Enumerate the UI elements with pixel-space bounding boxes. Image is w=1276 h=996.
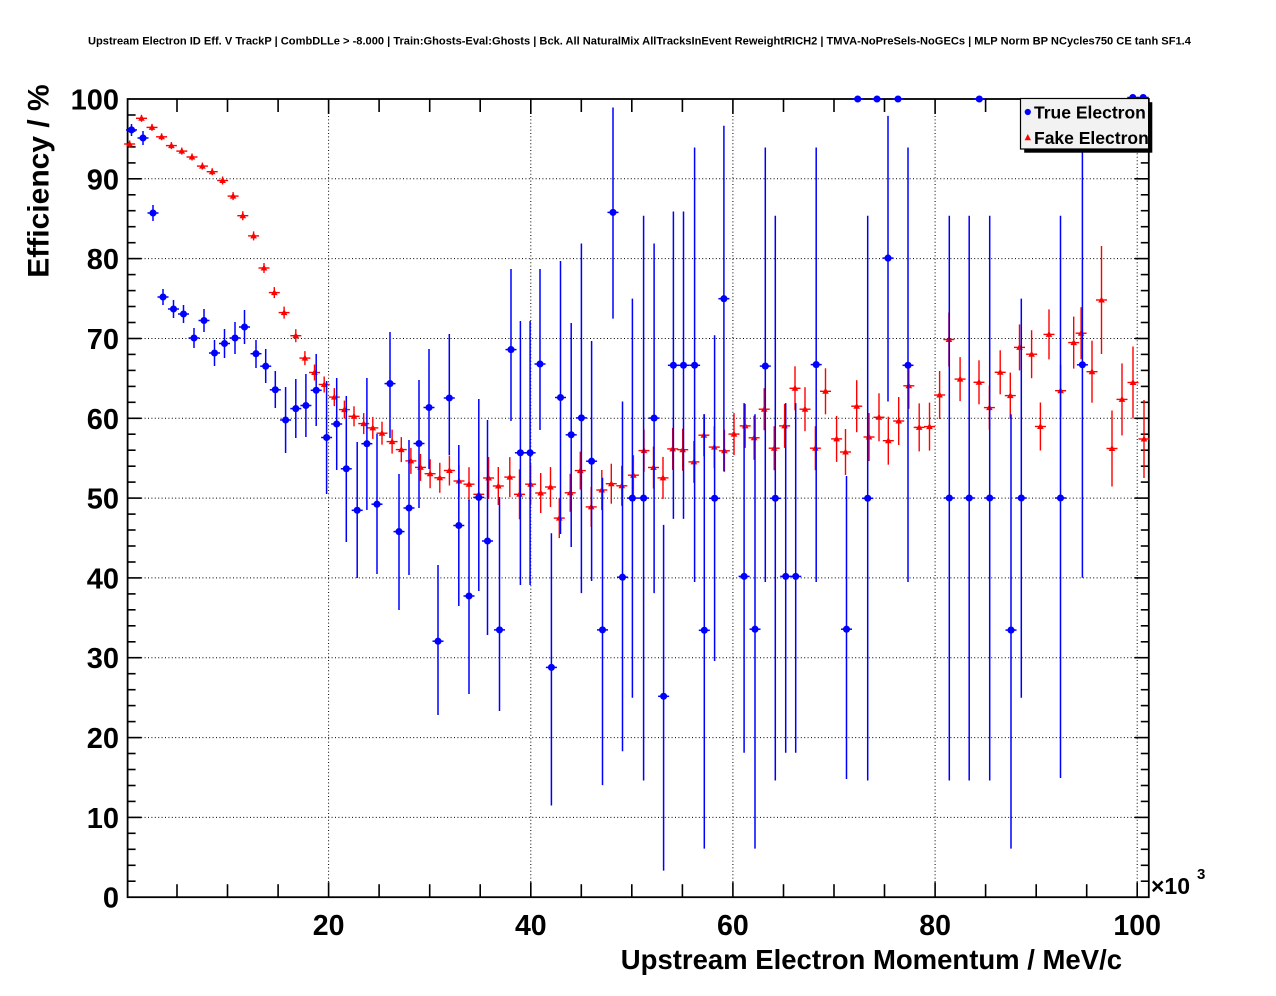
svg-text:80: 80 bbox=[87, 244, 119, 276]
svg-text:60: 60 bbox=[717, 910, 749, 942]
svg-text:20: 20 bbox=[87, 723, 119, 755]
svg-text:70: 70 bbox=[87, 324, 119, 356]
svg-text:×10: ×10 bbox=[1151, 873, 1190, 899]
svg-text:0: 0 bbox=[103, 883, 119, 915]
svg-text:90: 90 bbox=[87, 164, 119, 196]
svg-text:Upstream Electron Momentum / M: Upstream Electron Momentum / MeV/c bbox=[621, 944, 1122, 975]
svg-text:Efficiency / %: Efficiency / % bbox=[23, 84, 56, 277]
svg-text:10: 10 bbox=[87, 803, 119, 835]
svg-text:40: 40 bbox=[87, 563, 119, 595]
svg-text:20: 20 bbox=[313, 910, 345, 942]
svg-text:3: 3 bbox=[1197, 866, 1205, 883]
svg-text:40: 40 bbox=[515, 910, 547, 942]
svg-text:True Electron: True Electron bbox=[1034, 102, 1146, 122]
svg-text:100: 100 bbox=[1113, 910, 1161, 942]
svg-text:80: 80 bbox=[919, 910, 951, 942]
svg-text:50: 50 bbox=[87, 484, 119, 516]
svg-text:100: 100 bbox=[71, 85, 119, 117]
svg-text:60: 60 bbox=[87, 404, 119, 436]
svg-text:Fake Electron: Fake Electron bbox=[1034, 128, 1149, 148]
svg-text:Upstream Electron ID Eff. V Tr: Upstream Electron ID Eff. V TrackP | Com… bbox=[88, 36, 1192, 48]
svg-text:30: 30 bbox=[87, 643, 119, 675]
